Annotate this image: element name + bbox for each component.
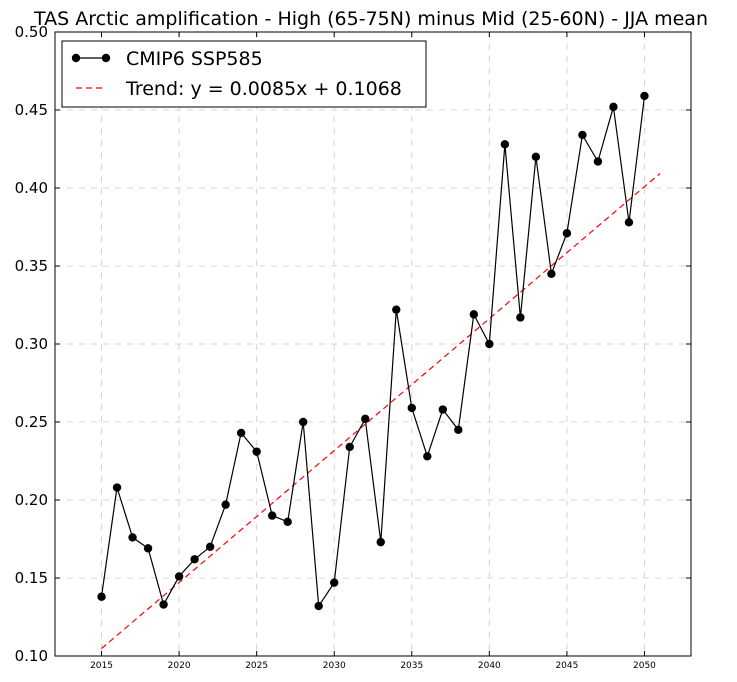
data-point bbox=[609, 102, 618, 112]
data-point bbox=[454, 425, 463, 434]
data-point bbox=[547, 269, 556, 278]
x-tick-label: 2020 bbox=[168, 661, 191, 671]
y-tick-label: 0.25 bbox=[15, 413, 48, 431]
data-point bbox=[578, 130, 587, 140]
data-point bbox=[531, 152, 541, 161]
x-tick-label: 2040 bbox=[478, 661, 501, 671]
data-point bbox=[128, 533, 137, 542]
legend-trend-label: Trend: y = 0.0085x + 0.1068 bbox=[125, 78, 402, 100]
grid bbox=[55, 32, 691, 656]
y-tick-label: 0.35 bbox=[15, 257, 48, 275]
data-point bbox=[330, 578, 339, 587]
data-point bbox=[236, 428, 246, 438]
x-tick-label: 2035 bbox=[400, 661, 423, 671]
data-point bbox=[205, 542, 215, 551]
data-point bbox=[159, 600, 168, 609]
trend-line bbox=[101, 173, 661, 649]
y-tick-label: 0.10 bbox=[15, 647, 48, 665]
data-point bbox=[423, 452, 432, 461]
y-tick-label: 0.50 bbox=[15, 23, 48, 41]
data-point bbox=[562, 229, 572, 238]
x-tick-label: 2030 bbox=[323, 661, 346, 671]
legend: CMIP6 SSP585 Trend: y = 0.0085x + 0.1068 bbox=[61, 40, 427, 108]
data-point bbox=[593, 157, 603, 166]
series-line bbox=[100, 95, 646, 608]
x-axis: 2015 2020 2025 2030 2035 2040 2045 2050 bbox=[90, 32, 656, 671]
x-tick-label: 2050 bbox=[633, 661, 656, 671]
legend-series-marker bbox=[101, 53, 111, 63]
data-point bbox=[438, 405, 448, 414]
data-point bbox=[143, 544, 153, 553]
x-tick-label: 2015 bbox=[90, 661, 113, 671]
data-point bbox=[97, 592, 106, 601]
y-tick-label: 0.45 bbox=[15, 101, 48, 119]
data-point bbox=[407, 403, 416, 413]
series-layer bbox=[97, 91, 649, 611]
data-point bbox=[112, 483, 122, 492]
data-point bbox=[174, 572, 184, 581]
data-point bbox=[267, 511, 277, 520]
y-axis: 0.10 0.15 0.20 0.25 0.30 0.35 0.40 0.45 0.50 bbox=[15, 23, 691, 665]
legend-series-label: CMIP6 SSP585 bbox=[126, 48, 263, 70]
data-point bbox=[624, 218, 634, 227]
y-tick-label: 0.40 bbox=[15, 179, 48, 197]
data-point bbox=[469, 310, 479, 319]
x-tick-label: 2025 bbox=[245, 661, 268, 671]
data-point bbox=[252, 447, 261, 456]
x-tick-label: 2045 bbox=[555, 661, 578, 671]
data-point bbox=[500, 140, 510, 149]
legend-frame bbox=[61, 40, 427, 108]
legend-series-marker bbox=[71, 53, 81, 63]
data-point bbox=[640, 91, 649, 101]
data-point bbox=[345, 442, 354, 452]
chart-title: TAS Arctic amplification - High (65-75N)… bbox=[33, 8, 708, 30]
data-point bbox=[283, 517, 292, 527]
data-point bbox=[190, 555, 199, 564]
data-point bbox=[298, 417, 308, 427]
trend-layer bbox=[101, 173, 661, 649]
data-point bbox=[376, 537, 385, 547]
y-tick-label: 0.15 bbox=[15, 569, 48, 587]
data-point bbox=[314, 601, 323, 611]
y-tick-label: 0.30 bbox=[15, 335, 48, 353]
data-point bbox=[361, 414, 370, 424]
data-point bbox=[485, 339, 494, 349]
y-tick-label: 0.20 bbox=[15, 491, 48, 509]
data-point bbox=[516, 313, 525, 322]
data-point bbox=[221, 500, 230, 509]
data-point bbox=[392, 305, 401, 314]
